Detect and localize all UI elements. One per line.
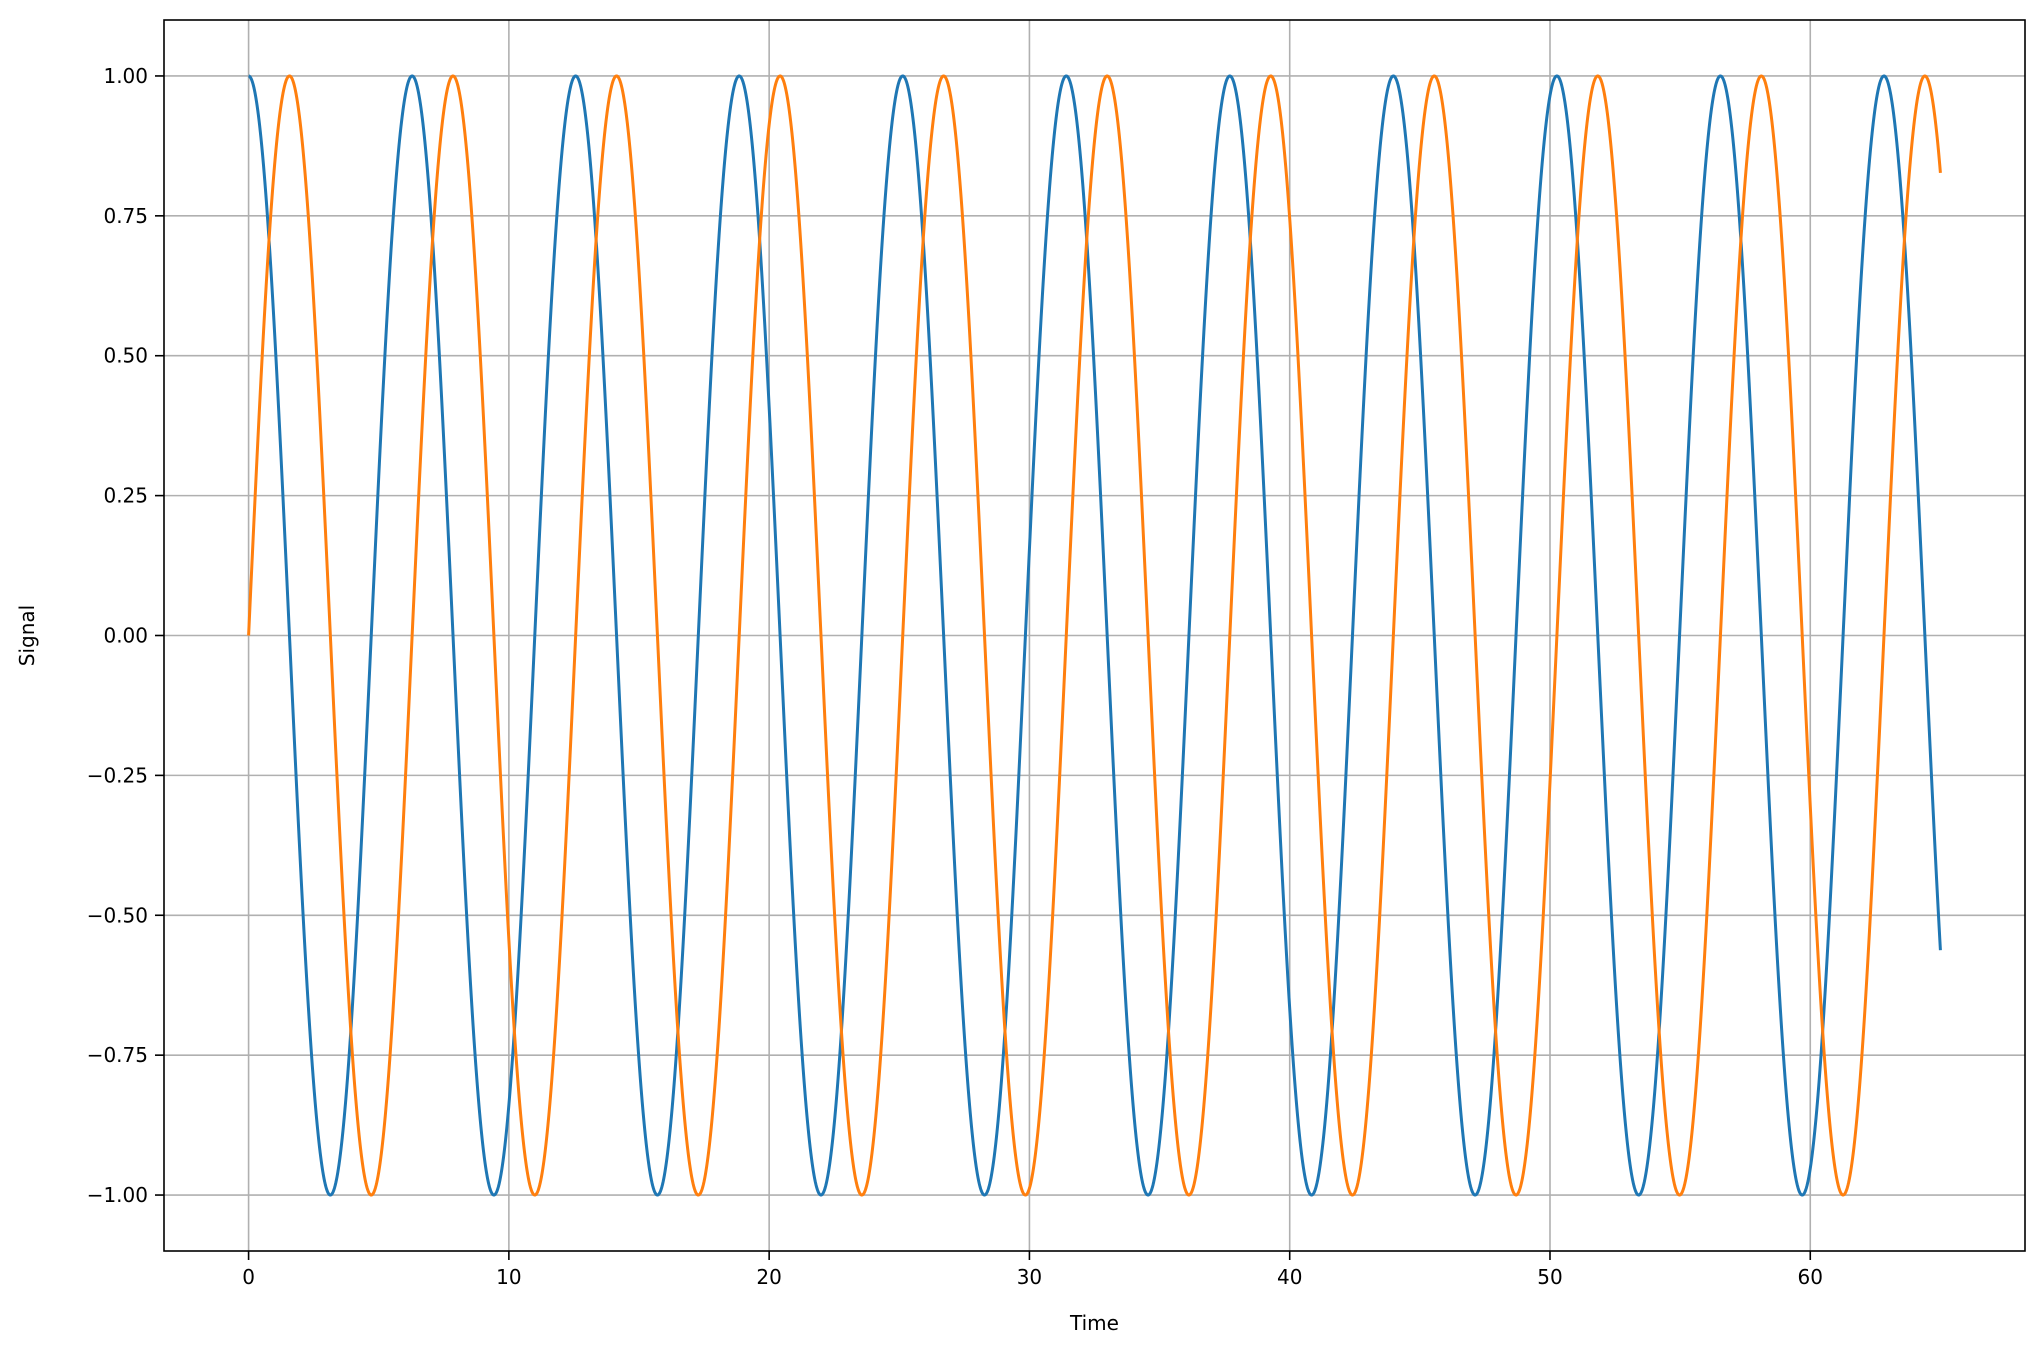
y-tick-label: 0.75 [103, 204, 148, 228]
y-axis-ticks: 1.00 0.75 0.50 0.25 0.00 −0.25 −0.50 −0.75 −1.00 [87, 64, 164, 1207]
x-axis-label: Time [1069, 1311, 1119, 1335]
x-tick-label: 60 [1798, 1265, 1823, 1289]
y-tick-label: 0.50 [103, 344, 148, 368]
y-tick-label: 0.25 [103, 484, 148, 508]
x-axis-ticks: 0 10 20 30 40 50 60 [242, 1251, 1823, 1289]
x-tick-label: 40 [1277, 1265, 1302, 1289]
x-tick-label: 20 [756, 1265, 781, 1289]
x-tick-label: 30 [1017, 1265, 1042, 1289]
y-tick-label: −0.75 [87, 1043, 148, 1067]
data-series [247, 74, 1942, 1197]
y-tick-label: 1.00 [103, 64, 148, 88]
x-tick-label: 50 [1537, 1265, 1562, 1289]
y-axis-label: Signal [15, 605, 39, 666]
y-tick-label: −0.50 [87, 903, 148, 927]
series-line-sin [247, 74, 1942, 1197]
y-tick-label: −0.25 [87, 763, 148, 787]
x-tick-label: 10 [496, 1265, 521, 1289]
y-tick-label: −1.00 [87, 1183, 148, 1207]
y-tick-label: 0.00 [103, 624, 148, 648]
x-tick-label: 0 [242, 1265, 255, 1289]
